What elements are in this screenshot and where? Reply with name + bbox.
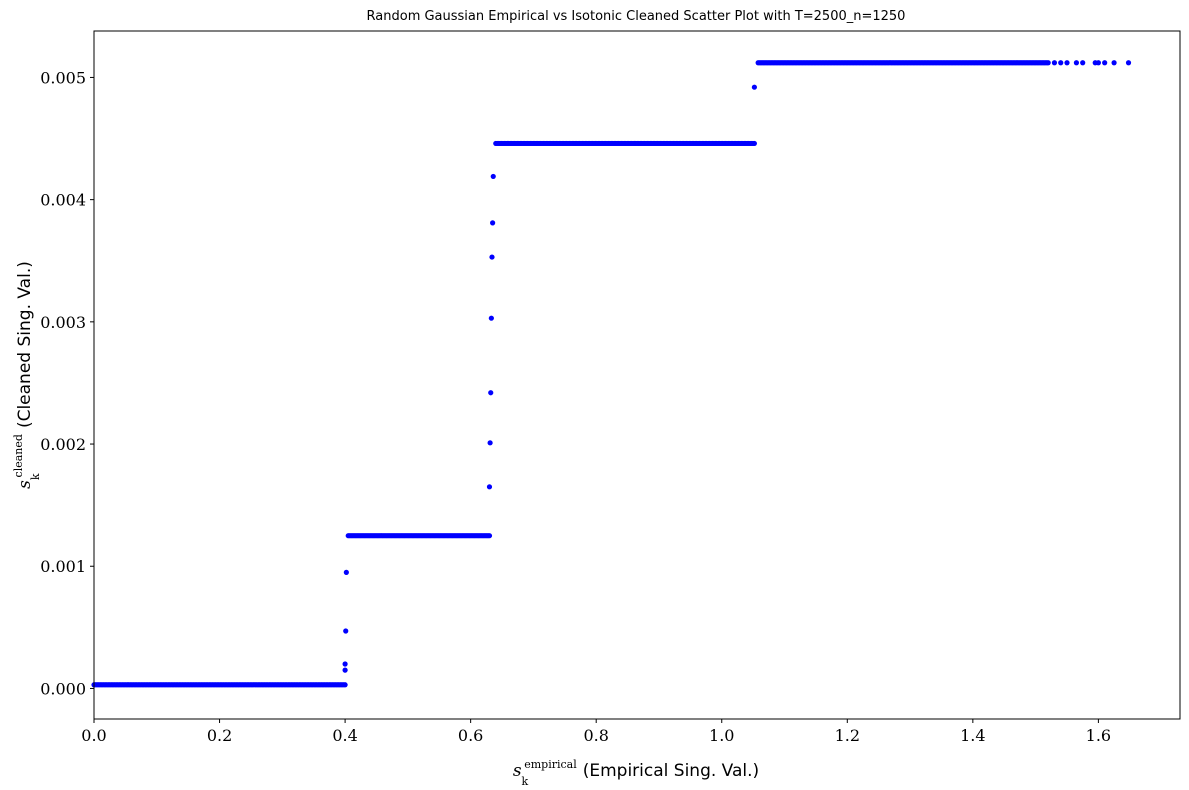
y-axis-superscript: cleaned <box>12 434 25 477</box>
data-point <box>489 254 495 260</box>
y-tick-label: 0.002 <box>40 435 86 454</box>
x-axis-subscript: k <box>522 775 529 788</box>
x-tick-label: 1.0 <box>709 726 734 745</box>
data-point <box>490 220 496 226</box>
y-axis-label: sk cleaned (Cleaned Sing. Val.) <box>12 261 42 489</box>
chart-title: Random Gaussian Empirical vs Isotonic Cl… <box>367 9 906 24</box>
data-point <box>1058 60 1064 66</box>
x-axis-label: sk empirical (Empirical Sing. Val.) <box>513 758 759 788</box>
x-tick-label: 0.6 <box>458 726 483 745</box>
data-point <box>488 390 494 396</box>
x-axis-text: (Empirical Sing. Val.) <box>583 761 759 781</box>
x-tick-label: 0.8 <box>583 726 608 745</box>
y-axis-text: (Cleaned Sing. Val.) <box>15 261 35 428</box>
data-point <box>751 84 757 90</box>
y-tick-label: 0.005 <box>40 68 86 87</box>
data-point <box>1102 60 1108 66</box>
data-point <box>342 682 348 688</box>
y-axis-ticks: 0.000 0.001 0.002 0.003 0.004 0.005 <box>40 68 94 698</box>
y-tick-label: 0.001 <box>40 557 86 576</box>
y-tick-label: 0.000 <box>40 679 86 698</box>
x-tick-label: 1.4 <box>960 726 985 745</box>
data-point <box>488 315 494 321</box>
data-point <box>1045 60 1051 66</box>
x-axis-ticks: 0.0 0.2 0.4 0.6 0.8 1.0 1.2 1.4 1.6 <box>81 719 1111 745</box>
data-point <box>342 661 348 667</box>
y-axis-symbol: s <box>15 480 35 489</box>
data-point <box>1080 60 1086 66</box>
x-tick-label: 0.4 <box>332 726 357 745</box>
x-tick-label: 0.0 <box>81 726 106 745</box>
data-point <box>1111 60 1117 66</box>
y-axis-subscript: k <box>29 473 42 480</box>
x-tick-label: 1.2 <box>835 726 860 745</box>
x-axis-symbol: s <box>513 761 522 781</box>
x-tick-label: 0.2 <box>207 726 232 745</box>
plot-frame <box>93 30 1181 720</box>
data-point <box>342 667 348 673</box>
x-axis-superscript: empirical <box>524 758 577 771</box>
data-points <box>91 60 1132 688</box>
x-tick-label: 1.6 <box>1086 726 1111 745</box>
y-tick-label: 0.003 <box>40 313 86 332</box>
y-tick-label: 0.004 <box>40 191 86 210</box>
data-point <box>490 173 496 180</box>
data-point <box>1064 60 1070 66</box>
data-point <box>1073 60 1080 66</box>
data-point <box>1125 60 1132 66</box>
data-point <box>1095 60 1101 66</box>
data-point <box>487 440 493 446</box>
data-point <box>1051 60 1058 66</box>
data-point <box>343 569 349 575</box>
data-point <box>751 140 757 147</box>
data-point <box>486 533 493 539</box>
data-point <box>343 628 349 634</box>
data-point <box>486 484 493 490</box>
